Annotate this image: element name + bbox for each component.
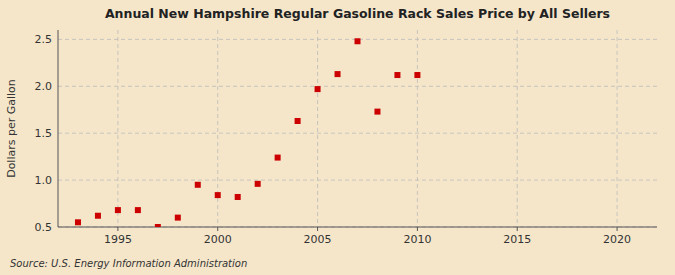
point (374, 109, 380, 115)
x-tick-label: 2015 (503, 233, 531, 246)
source-note: Source: U.S. Energy Information Administ… (10, 258, 247, 269)
point (315, 86, 321, 92)
point (275, 155, 281, 161)
y-axis-line (58, 30, 59, 227)
y-tick-label: 0.5 (35, 221, 53, 234)
point (394, 72, 400, 78)
axes: 1995 2000 2005 2010 2015 2020 0.5 1.0 1.5 2.0 2.5 (35, 30, 658, 246)
y-grid-line (58, 180, 657, 181)
y-tick-label: 1.5 (35, 127, 53, 140)
x-grid-line (517, 30, 518, 227)
title: Annual New Hampshire Regular Gasoline Ra… (105, 6, 610, 21)
point (195, 182, 201, 188)
point (295, 118, 301, 124)
point (155, 224, 161, 227)
point (335, 71, 341, 77)
x-grid-line (617, 30, 618, 227)
point (175, 215, 181, 221)
point (75, 219, 81, 225)
x-tick-label: 2000 (204, 233, 232, 246)
x-tick (317, 227, 318, 231)
x-grid-line (317, 30, 318, 227)
x-tick-label: 2005 (304, 233, 332, 246)
x-tick-label: 2010 (403, 233, 431, 246)
chart: 1995 2000 2005 2010 2015 2020 0.5 1.0 1.5 2.0 2.5 A… (0, 0, 675, 275)
point (235, 194, 241, 200)
y-grid-line (58, 227, 657, 228)
y-grid-line (58, 86, 657, 87)
x-tick (517, 227, 518, 231)
y-tick-label: 2.5 (35, 33, 53, 46)
y-tick-label: 2.0 (35, 80, 53, 93)
x-tick-label: 2020 (603, 233, 631, 246)
point (414, 72, 420, 78)
points (75, 38, 420, 227)
background (0, 0, 675, 275)
x-grid-line (117, 30, 118, 227)
x-tick (417, 227, 418, 231)
point (115, 207, 121, 213)
x-tick (117, 227, 118, 231)
point (135, 207, 141, 213)
grid (58, 30, 657, 227)
x-tick-label: 1995 (104, 233, 132, 246)
point (215, 192, 221, 198)
point (95, 213, 101, 219)
y-axis-label: Dollars per Gallon (5, 79, 18, 178)
y-grid-line (58, 133, 657, 134)
x-tick (617, 227, 618, 231)
x-tick (217, 227, 218, 231)
point (355, 38, 361, 44)
x-axis-line (58, 227, 657, 228)
x-grid-line (417, 30, 418, 227)
y-tick-label: 1.0 (35, 174, 53, 187)
point (255, 181, 261, 187)
